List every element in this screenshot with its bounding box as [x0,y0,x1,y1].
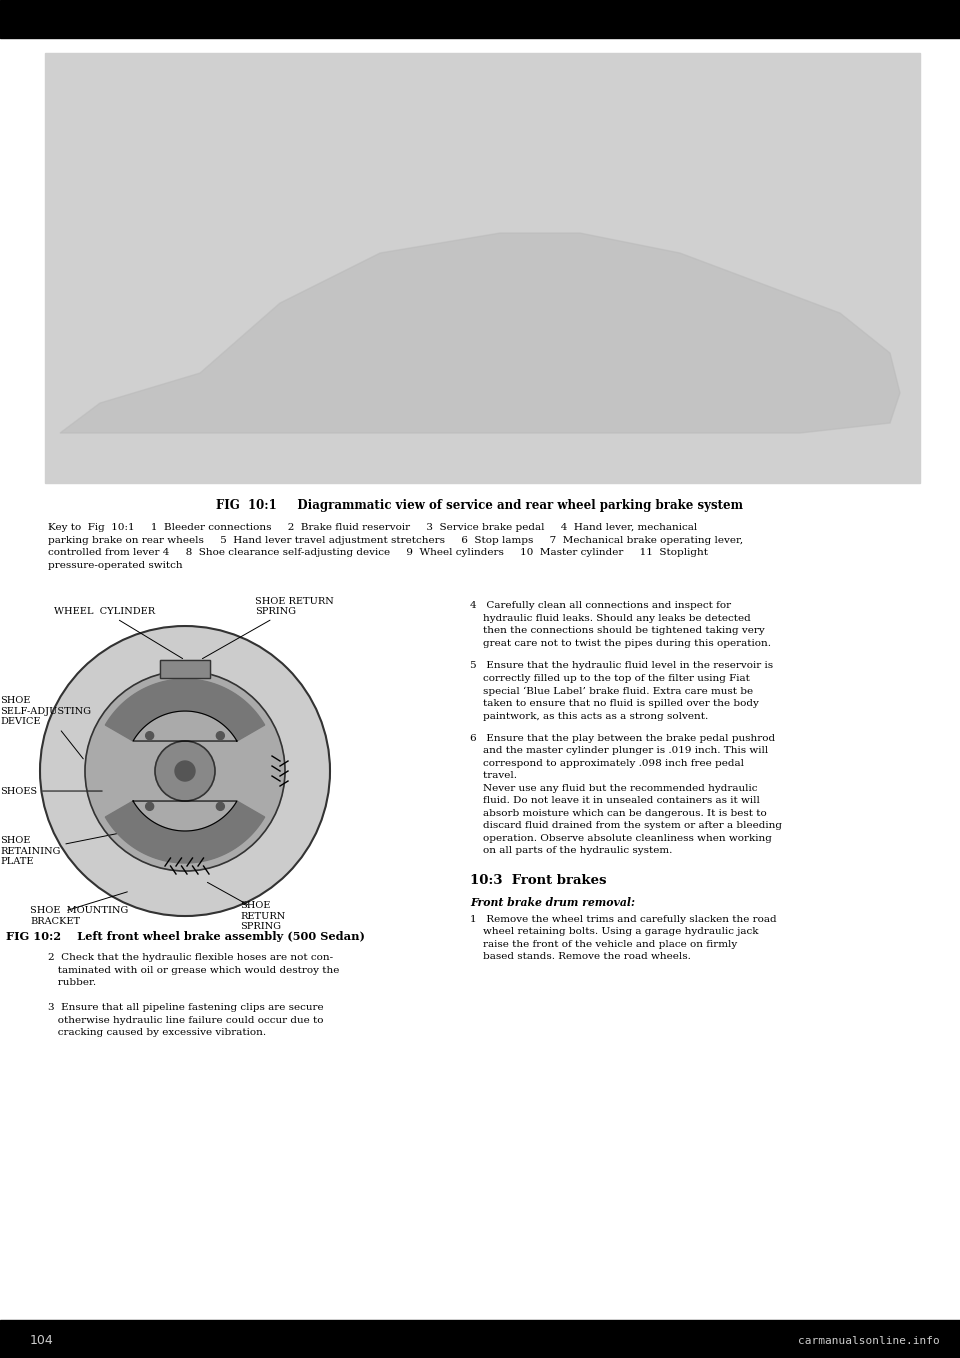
Text: FIG 10:2    Left front wheel brake assembly (500 Sedan): FIG 10:2 Left front wheel brake assembly… [6,932,365,942]
Text: 3  Ensure that all pipeline fastening clips are secure
   otherwise hydraulic li: 3 Ensure that all pipeline fastening cli… [48,1004,324,1038]
Text: 104: 104 [30,1335,54,1347]
Text: 6   Ensure that the play between the brake pedal pushrod
    and the master cyli: 6 Ensure that the play between the brake… [470,733,782,856]
Text: Key to  Fig  10:1     1  Bleeder connections     2  Brake fluid reservoir     3 : Key to Fig 10:1 1 Bleeder connections 2 … [48,523,743,569]
Circle shape [216,732,225,740]
Circle shape [175,760,195,781]
Text: SHOES: SHOES [0,786,102,796]
Circle shape [216,803,225,811]
Text: carmanualsonline.info: carmanualsonline.info [799,1336,940,1346]
Bar [160,660,210,678]
Circle shape [146,732,154,740]
Text: SHOE RETURN
SPRING: SHOE RETURN SPRING [203,596,334,659]
Polygon shape [106,679,265,741]
Circle shape [146,803,154,811]
Text: Front brake drum removal:: Front brake drum removal: [470,896,635,907]
Text: SHOE
SELF-ADJUSTING
DEVICE: SHOE SELF-ADJUSTING DEVICE [0,697,91,759]
Text: 10:3  Front brakes: 10:3 Front brakes [470,873,607,887]
Bar [45,53,920,483]
Bar [160,660,210,678]
Text: SHOE
RETAINING
PLATE: SHOE RETAINING PLATE [0,831,128,866]
Text: WHEEL  CYLINDER: WHEEL CYLINDER [55,607,182,659]
Text: 4   Carefully clean all connections and inspect for
    hydraulic fluid leaks. S: 4 Carefully clean all connections and in… [470,602,771,648]
Bar [0,0,960,38]
Polygon shape [106,801,265,862]
Text: SHOE
RETURN
SPRING: SHOE RETURN SPRING [240,902,285,932]
Text: FIG  10:1     Diagrammatic view of service and rear wheel parking brake system: FIG 10:1 Diagrammatic view of service an… [217,498,743,512]
Circle shape [155,741,215,801]
Text: SHOE  MOUNTING
BRACKET: SHOE MOUNTING BRACKET [30,906,129,926]
Text: 5   Ensure that the hydraulic fluid level in the reservoir is
    correctly fill: 5 Ensure that the hydraulic fluid level … [470,661,773,721]
Polygon shape [60,234,900,433]
Bar [0,1320,960,1358]
Circle shape [40,626,330,917]
Circle shape [85,671,285,870]
Text: 1   Remove the wheel trims and carefully slacken the road
    wheel retaining bo: 1 Remove the wheel trims and carefully s… [470,914,777,961]
Text: 2  Check that the hydraulic flexible hoses are not con-
   taminated with oil or: 2 Check that the hydraulic flexible hose… [48,953,340,987]
